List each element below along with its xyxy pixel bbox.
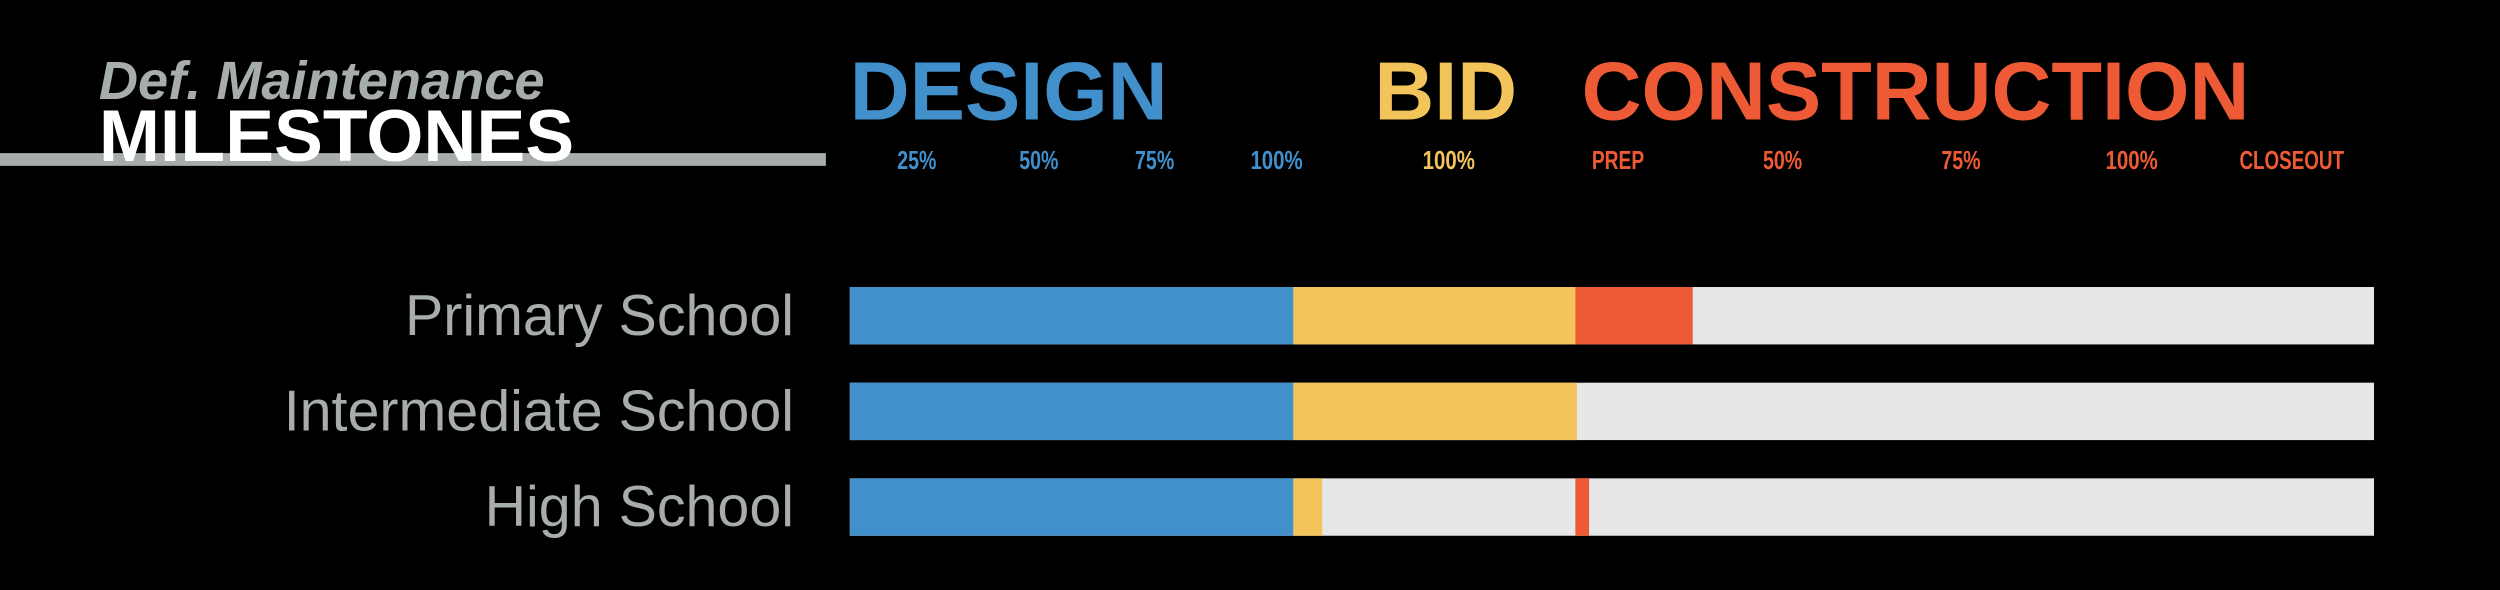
- row-label: High School: [485, 475, 794, 539]
- x-tick-label: 100%: [1250, 147, 1302, 175]
- row-label: Intermediate School: [284, 380, 794, 444]
- x-tick-label: 50%: [1763, 147, 1802, 175]
- x-tick-label: 100%: [2106, 147, 2158, 175]
- bar-segment: [1293, 382, 1577, 441]
- x-tick-label: 100%: [1423, 147, 1475, 175]
- chart-subtitle: MILESTONES: [99, 95, 574, 177]
- row-label: Primary School: [405, 284, 794, 348]
- legend-heading: CONSTRUCTION: [1582, 45, 2250, 138]
- legend-heading: BID: [1374, 45, 1517, 138]
- x-tick-label: CLOSEOUT: [2239, 147, 2344, 175]
- bar-segment: [849, 287, 1294, 345]
- chart-title: Def. Maintenance: [99, 51, 545, 111]
- bar-segment: [1293, 478, 1323, 536]
- x-tick-label: 25%: [897, 147, 936, 175]
- bar-segment: [849, 382, 1294, 441]
- bar-segment: [1575, 287, 1693, 345]
- legend-heading: DESIGN: [850, 45, 1168, 138]
- x-tick-label: 75%: [1135, 147, 1174, 175]
- x-tick-label: 50%: [1019, 147, 1058, 175]
- bar-segment: [1575, 478, 1590, 536]
- title-underline: [0, 153, 826, 166]
- x-tick-label: 75%: [1941, 147, 1980, 175]
- bar-segment: [1293, 287, 1576, 345]
- x-tick-label: PREP: [1592, 147, 1644, 175]
- bar-segment: [849, 478, 1294, 536]
